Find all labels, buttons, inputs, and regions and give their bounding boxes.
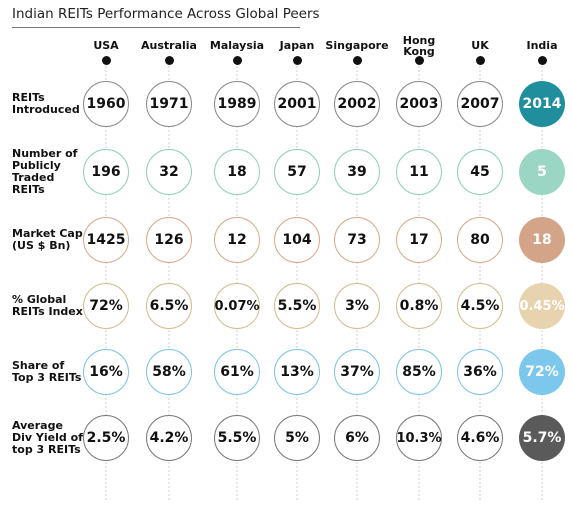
row-label: % Global REITs Index	[12, 293, 83, 318]
value-circle: 6%	[334, 415, 380, 461]
column-marker-dot	[232, 56, 242, 65]
value-circle: 5%	[274, 415, 320, 461]
india-value-circle: 2014	[519, 81, 565, 127]
value-circle: 0.8%	[396, 283, 442, 329]
column-header: Singapore	[325, 39, 389, 52]
value-circle: 6.5%	[146, 283, 192, 329]
value-circle: 11	[396, 149, 442, 195]
india-value-circle: 5	[519, 149, 565, 195]
value-circle: 57	[274, 149, 320, 195]
row-label: Market Cap (US $ Bn)	[12, 227, 83, 252]
value-circle: 104	[274, 217, 320, 263]
value-circle: 126	[146, 217, 192, 263]
value-circle: 2003	[396, 81, 442, 127]
value-circle: 32	[146, 149, 192, 195]
value-circle: 72%	[83, 283, 129, 329]
value-circle: 2007	[457, 81, 503, 127]
row-label: Average Div Yield of top 3 REITs	[12, 419, 83, 456]
row-label: Share of Top 3 REITs	[12, 359, 82, 384]
column-marker-dot	[352, 56, 362, 65]
column-header: Malaysia	[209, 39, 265, 52]
value-circle: 36%	[457, 349, 503, 395]
value-circle: 2001	[274, 81, 320, 127]
value-circle: 73	[334, 217, 380, 263]
value-circle: 10.3%	[396, 415, 442, 461]
value-circle: 0.07%	[214, 283, 260, 329]
value-circle: 18	[214, 149, 260, 195]
value-circle: 85%	[396, 349, 442, 395]
value-circle: 45	[457, 149, 503, 195]
value-circle: 5.5%	[214, 415, 260, 461]
value-circle: 4.5%	[457, 283, 503, 329]
column-marker-dot	[101, 56, 111, 65]
value-circle: 16%	[83, 349, 129, 395]
value-circle: 1425	[83, 217, 129, 263]
column-header: Hong Kong	[402, 34, 436, 58]
india-value-circle: 18	[519, 217, 565, 263]
column-marker-dot	[164, 56, 174, 65]
value-circle: 12	[214, 217, 260, 263]
column-header: USA	[93, 39, 119, 52]
value-circle: 58%	[146, 349, 192, 395]
value-circle: 80	[457, 217, 503, 263]
value-circle: 1989	[214, 81, 260, 127]
value-circle: 37%	[334, 349, 380, 395]
value-circle: 1960	[83, 81, 129, 127]
value-circle: 196	[83, 149, 129, 195]
value-circle: 17	[396, 217, 442, 263]
india-value-circle: 0.45%	[519, 283, 565, 329]
india-value-circle: 72%	[519, 349, 565, 395]
value-circle: 61%	[214, 349, 260, 395]
value-circle: 4.6%	[457, 415, 503, 461]
column-header: India	[526, 39, 558, 52]
value-circle: 3%	[334, 283, 380, 329]
row-label: Number of Publicly Traded REITs	[12, 147, 78, 196]
value-circle: 39	[334, 149, 380, 195]
value-circle: 1971	[146, 81, 192, 127]
chart-title: Indian REITs Performance Across Global P…	[12, 6, 320, 22]
row-label: REITs Introduced	[12, 91, 80, 116]
value-circle: 4.2%	[146, 415, 192, 461]
value-circle: 2.5%	[83, 415, 129, 461]
column-header: Australia	[141, 39, 197, 52]
value-circle: 2002	[334, 81, 380, 127]
value-circle: 13%	[274, 349, 320, 395]
column-marker-dot	[537, 56, 547, 65]
column-header: Japan	[279, 39, 315, 52]
column-marker-dot	[475, 56, 485, 65]
title-underline	[12, 27, 300, 28]
column-header: UK	[471, 39, 489, 52]
column-marker-dot	[414, 56, 424, 65]
value-circle: 5.5%	[274, 283, 320, 329]
india-value-circle: 5.7%	[519, 415, 565, 461]
column-marker-dot	[292, 56, 302, 65]
